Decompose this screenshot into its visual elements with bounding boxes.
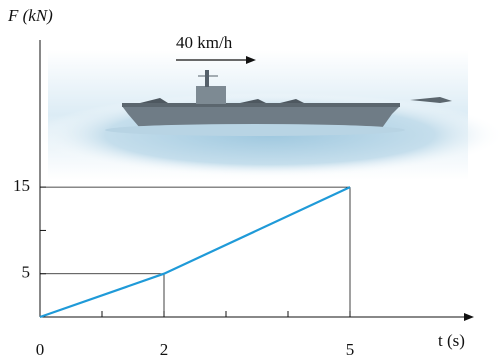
data-line bbox=[39, 186, 351, 319]
x-tick-label: 2 bbox=[160, 340, 169, 359]
y-axis-label: F (kN) bbox=[7, 6, 53, 25]
x-tick-label: 5 bbox=[346, 340, 355, 359]
y-tick-label: 15 bbox=[13, 176, 30, 195]
x-axis-arrow bbox=[464, 313, 474, 321]
x-axis-label: t (s) bbox=[438, 331, 465, 350]
x-tick-label: 0 bbox=[36, 340, 45, 359]
ship-illustration bbox=[35, 50, 504, 180]
y-tick-label: 5 bbox=[22, 263, 31, 282]
speed-label: 40 km/h bbox=[176, 33, 233, 52]
